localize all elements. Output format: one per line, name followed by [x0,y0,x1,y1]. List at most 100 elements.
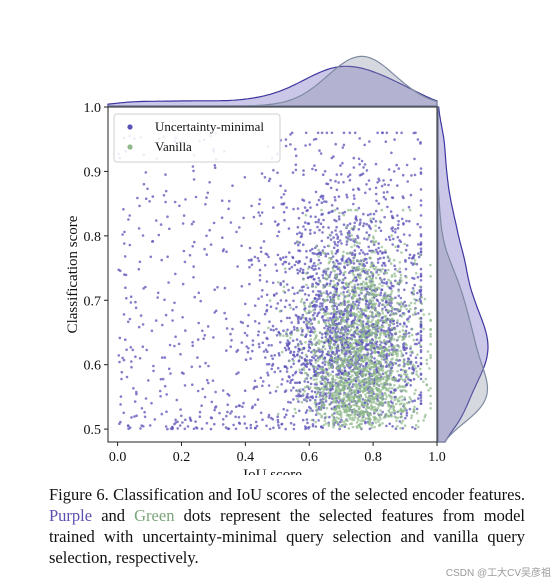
scatter-point-vanilla [357,323,361,327]
scatter-point-vanilla [414,271,418,275]
scatter-point-vanilla [397,336,400,339]
scatter-point-uncertainty-minimal [317,405,321,409]
scatter-point-vanilla [408,396,412,399]
scatter-point-vanilla [364,268,368,272]
scatter-point-vanilla [348,361,351,365]
scatter-point-vanilla [351,425,355,429]
scatter-point-vanilla [378,219,382,223]
scatter-point-uncertainty-minimal [229,412,232,415]
scatter-point-vanilla [347,305,350,309]
scatter-point-uncertainty-minimal [332,236,335,239]
scatter-point-vanilla [350,234,354,237]
scatter-point-vanilla [355,291,358,295]
scatter-point-vanilla [278,310,282,313]
scatter-point-uncertainty-minimal [336,244,339,247]
scatter-point-vanilla [320,348,324,351]
scatter-point-uncertainty-minimal [213,166,217,170]
scatter-point-uncertainty-minimal [176,420,179,424]
scatter-point-uncertainty-minimal [234,427,238,431]
scatter-point-uncertainty-minimal [168,227,171,231]
scatter-point-vanilla [375,293,379,297]
scatter-point-vanilla [380,245,384,249]
scatter-point-uncertainty-minimal [407,256,411,260]
scatter-point-vanilla [322,311,326,315]
scatter-point-uncertainty-minimal [275,269,279,273]
scatter-point-vanilla [396,370,399,373]
scatter-point-vanilla [370,320,373,324]
scatter-point-vanilla [362,360,365,364]
scatter-point-uncertainty-minimal [138,357,142,360]
scatter-point-uncertainty-minimal [120,370,124,374]
scatter-point-uncertainty-minimal [279,370,282,373]
y-tick-label: 0.7 [84,294,102,309]
scatter-point-vanilla [347,332,350,336]
scatter-point-uncertainty-minimal [415,342,419,346]
scatter-point-uncertainty-minimal [303,425,307,428]
scatter-point-uncertainty-minimal [390,366,394,369]
scatter-point-vanilla [350,285,354,289]
scatter-point-uncertainty-minimal [141,345,145,349]
scatter-point-vanilla [360,385,364,389]
scatter-point-vanilla [377,420,381,423]
scatter-point-vanilla [294,411,298,415]
scatter-point-vanilla [339,331,343,335]
scatter-point-uncertainty-minimal [203,247,206,251]
scatter-point-vanilla [364,374,367,377]
scatter-point-vanilla [371,423,374,427]
scatter-point-uncertainty-minimal [377,202,381,205]
scatter-point-uncertainty-minimal [304,221,307,224]
scatter-point-vanilla [373,408,377,411]
scatter-point-uncertainty-minimal [378,179,381,182]
scatter-point-vanilla [370,356,373,360]
scatter-point-vanilla [308,302,312,306]
scatter-point-vanilla [384,249,387,252]
scatter-point-vanilla [353,349,357,353]
scatter-point-uncertainty-minimal [337,349,341,352]
scatter-point-uncertainty-minimal [309,376,313,380]
scatter-point-uncertainty-minimal [387,183,390,187]
scatter-point-uncertainty-minimal [361,251,365,254]
scatter-point-vanilla [392,391,395,395]
scatter-point-uncertainty-minimal [157,233,161,237]
scatter-point-uncertainty-minimal [128,214,131,217]
scatter-point-vanilla [346,309,350,313]
scatter-point-uncertainty-minimal [137,325,141,329]
scatter-point-uncertainty-minimal [293,328,296,331]
scatter-point-uncertainty-minimal [414,361,418,364]
scatter-point-uncertainty-minimal [181,282,185,286]
scatter-point-vanilla [317,386,321,390]
scatter-point-vanilla [292,359,295,363]
scatter-point-uncertainty-minimal [319,302,322,305]
scatter-point-vanilla [411,313,415,317]
scatter-point-uncertainty-minimal [315,203,319,206]
scatter-point-vanilla [369,407,373,411]
scatter-point-uncertainty-minimal [265,280,269,283]
scatter-point-vanilla [422,380,425,384]
scatter-point-uncertainty-minimal [276,415,280,419]
scatter-point-vanilla [407,376,410,379]
scatter-point-uncertainty-minimal [295,338,299,341]
scatter-point-vanilla [369,324,372,327]
scatter-point-vanilla [305,283,308,287]
scatter-point-uncertainty-minimal [329,186,333,190]
scatter-point-uncertainty-minimal [295,394,298,398]
scatter-point-vanilla [312,353,316,357]
scatter-point-uncertainty-minimal [382,256,386,260]
scatter-point-vanilla [385,271,389,275]
scatter-point-vanilla [352,331,356,335]
scatter-point-vanilla [326,333,329,336]
scatter-point-vanilla [343,401,347,405]
scatter-point-uncertainty-minimal [329,238,333,241]
scatter-point-vanilla [332,425,335,429]
scatter-point-vanilla [365,340,369,343]
scatter-point-uncertainty-minimal [338,368,341,372]
scatter-point-uncertainty-minimal [335,219,338,223]
scatter-point-vanilla [323,251,326,255]
scatter-point-uncertainty-minimal [163,356,167,359]
scatter-point-vanilla [344,406,348,410]
scatter-point-vanilla [382,303,385,307]
scatter-point-vanilla [358,298,361,302]
scatter-point-vanilla [390,338,393,341]
scatter-point-vanilla [355,304,359,308]
scatter-point-vanilla [331,266,335,270]
